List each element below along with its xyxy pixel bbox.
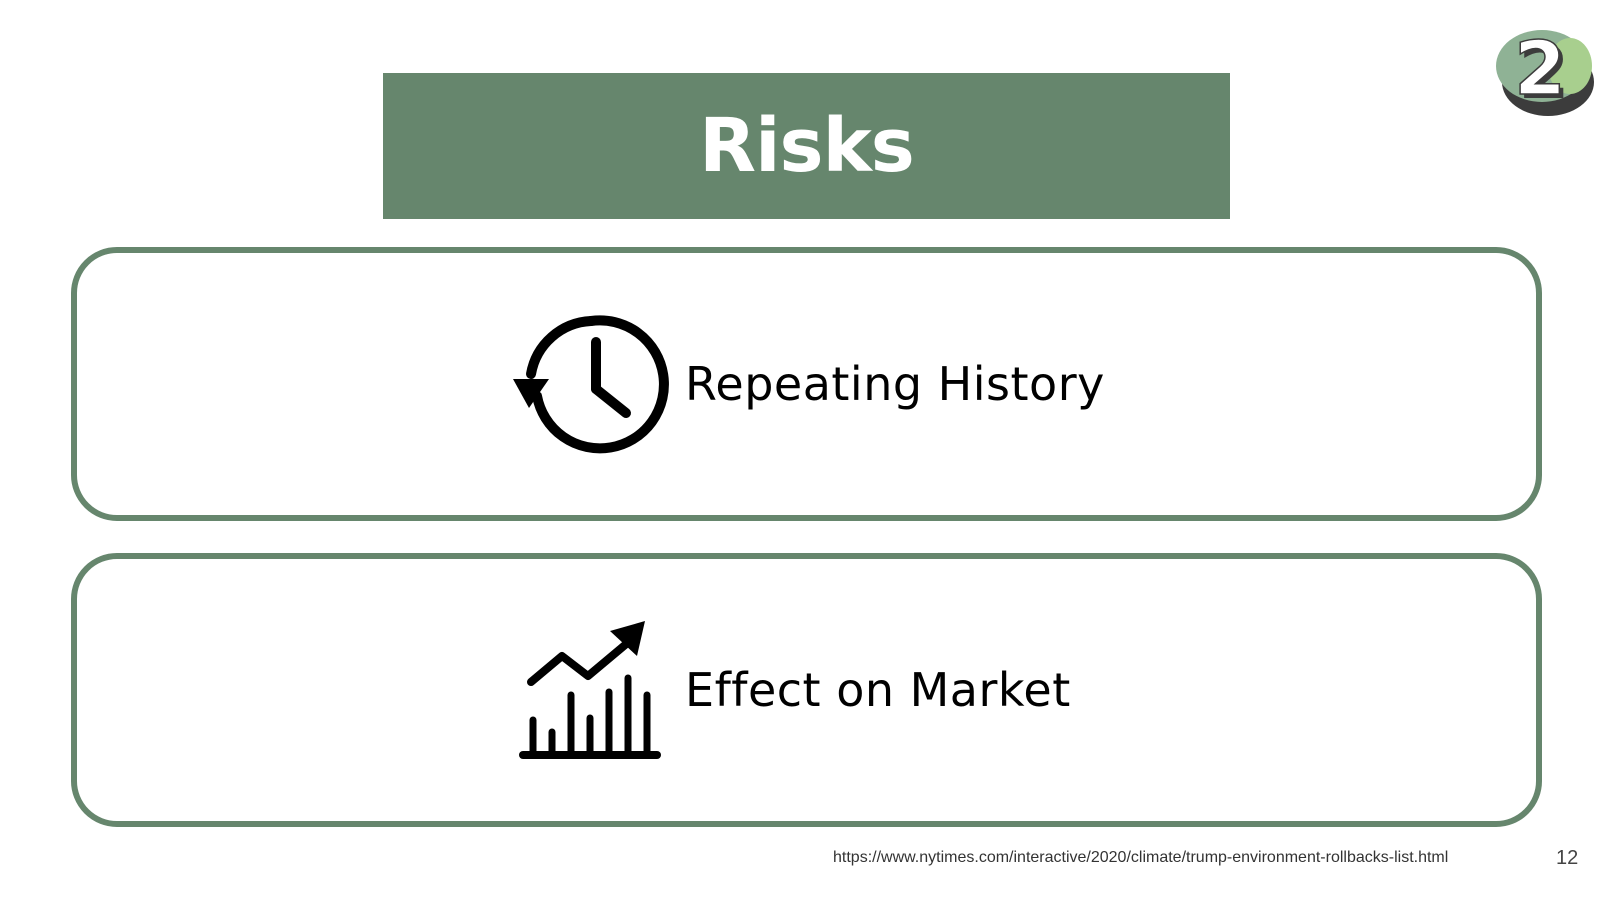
- risk-card-label: Effect on Market: [685, 663, 1071, 717]
- risk-card-content: Effect on Market: [509, 559, 1071, 821]
- source-link[interactable]: https://www.nytimes.com/interactive/2020…: [833, 849, 1449, 866]
- logo-number-shadow: 2: [1518, 30, 1570, 116]
- history-clock-icon: [513, 315, 669, 454]
- risk-card-label: Repeating History: [685, 357, 1105, 411]
- title-banner: Risks: [383, 73, 1230, 219]
- risk-card-repeating-history: Repeating History: [71, 247, 1542, 521]
- risk-card-content: Repeating History: [509, 253, 1105, 515]
- risk-card-effect-on-market: Effect on Market: [71, 553, 1542, 827]
- number-two-badge-icon: 2 2: [1496, 25, 1594, 116]
- logo-badge: 2 2: [1490, 16, 1596, 120]
- market-growth-chart-icon: [519, 621, 661, 759]
- slide-title: Risks: [699, 103, 915, 189]
- logo-number: 2: [1514, 26, 1566, 112]
- page-number: 12: [1556, 847, 1579, 869]
